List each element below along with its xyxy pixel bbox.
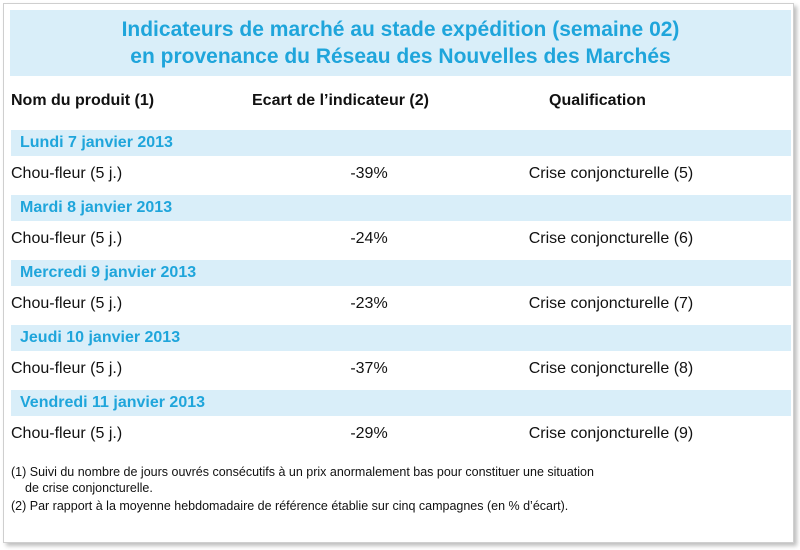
- footnotes: (1) Suivi du nombre de jours ouvrés cons…: [11, 464, 786, 514]
- cell-qualification: Crise conjoncturelle (8): [528, 360, 694, 377]
- cell-gap: -24%: [350, 230, 388, 247]
- cell-qualification: Crise conjoncturelle (6): [528, 230, 694, 247]
- cell-product: Chou-fleur (5 j.): [11, 230, 123, 247]
- table-row: Chou-fleur (5 j.) -39% Crise conjoncture…: [4, 159, 793, 189]
- table-header: Nom du produit (1) Ecart de l’indicateur…: [4, 92, 793, 122]
- footnote-2: (2) Par rapport à la moyenne hebdomadair…: [11, 499, 569, 513]
- title-line-2: en provenance du Réseau des Nouvelles de…: [130, 45, 671, 68]
- cell-gap: -37%: [350, 360, 388, 377]
- header-gap: Ecart de l’indicateur (2): [252, 92, 429, 109]
- footnote-1: (1) Suivi du nombre de jours ouvrés cons…: [11, 464, 786, 496]
- market-indicators-panel: Indicateurs de marché au stade expéditio…: [3, 3, 794, 543]
- header-qualification: Qualification: [549, 92, 646, 109]
- cell-product: Chou-fleur (5 j.): [11, 165, 123, 182]
- footnote-1-line-1: (1) Suivi du nombre de jours ouvrés cons…: [11, 465, 594, 479]
- title-line-1: Indicateurs de marché au stade expéditio…: [121, 18, 680, 41]
- title-box: Indicateurs de marché au stade expéditio…: [10, 10, 791, 76]
- table-row: Chou-fleur (5 j.) -37% Crise conjoncture…: [4, 354, 793, 384]
- cell-gap: -23%: [350, 295, 388, 312]
- day-band-2: Mardi 8 janvier 2013: [11, 195, 791, 221]
- cell-qualification: Crise conjoncturelle (9): [528, 425, 694, 442]
- day-band-4: Jeudi 10 janvier 2013: [11, 325, 791, 351]
- cell-qualification: Crise conjoncturelle (5): [528, 165, 694, 182]
- cell-product: Chou-fleur (5 j.): [11, 360, 123, 377]
- header-product: Nom du produit (1): [11, 92, 155, 109]
- cell-product: Chou-fleur (5 j.): [11, 295, 123, 312]
- day-band-3: Mercredi 9 janvier 2013: [11, 260, 791, 286]
- day-band-1: Lundi 7 janvier 2013: [11, 130, 791, 156]
- cell-gap: -29%: [350, 425, 388, 442]
- footnote-1-line-2: de crise conjoncturelle.: [25, 481, 153, 495]
- table-row: Chou-fleur (5 j.) -29% Crise conjoncture…: [4, 419, 793, 449]
- table-row: Chou-fleur (5 j.) -24% Crise conjoncture…: [4, 224, 793, 254]
- cell-product: Chou-fleur (5 j.): [11, 425, 123, 442]
- day-band-5: Vendredi 11 janvier 2013: [11, 390, 791, 416]
- cell-qualification: Crise conjoncturelle (7): [528, 295, 694, 312]
- cell-gap: -39%: [350, 165, 388, 182]
- table-row: Chou-fleur (5 j.) -23% Crise conjoncture…: [4, 289, 793, 319]
